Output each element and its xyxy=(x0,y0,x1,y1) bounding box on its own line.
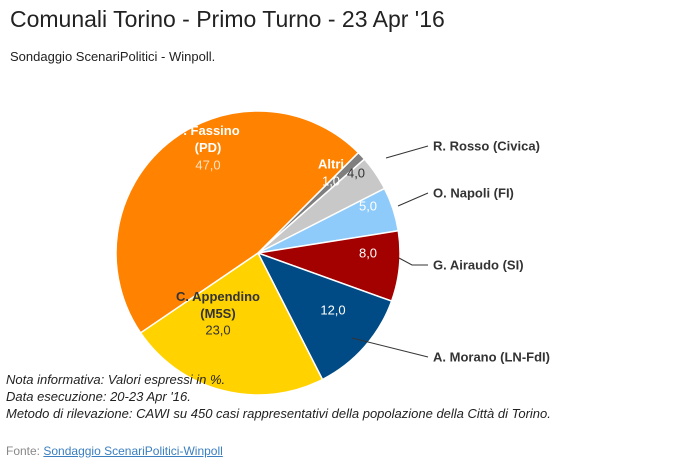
value-label: 1,0 xyxy=(321,173,341,189)
slice-label: O. Napoli (FI) xyxy=(433,185,514,201)
source: Fonte: Sondaggio ScenariPolitici-Winpoll xyxy=(6,444,223,458)
value-label: 23,0 xyxy=(205,322,231,338)
leader-line xyxy=(351,337,429,358)
chart-subtitle: Sondaggio ScenariPolitici - Winpoll. xyxy=(10,49,216,64)
note: Nota informativa: Valori espressi in %. xyxy=(6,372,226,387)
source-prefix: Fonte: xyxy=(6,444,41,458)
value-label: 4,0 xyxy=(346,165,366,181)
slice-label: Altri xyxy=(318,156,344,172)
note: Data esecuzione: 20-23 Apr '16. xyxy=(6,389,191,404)
chart-title: Comunali Torino - Primo Turno - 23 Apr '… xyxy=(10,6,445,32)
note: Metodo di rilevazione: CAWI su 450 casi … xyxy=(6,406,551,421)
leader-line xyxy=(385,145,429,159)
pie-slice xyxy=(139,251,324,396)
source-link[interactable]: Sondaggio ScenariPolitici-Winpoll xyxy=(43,444,223,458)
leader-line xyxy=(397,192,429,207)
value-label: 47,0 xyxy=(195,157,221,173)
pie-slice xyxy=(256,251,393,381)
slice-label: C. Appendino (M5S) xyxy=(175,289,260,321)
value-label: 12,0 xyxy=(320,302,346,318)
leader-line xyxy=(398,257,428,266)
value-label: 8,0 xyxy=(358,245,378,261)
slice-label: A. Morano (LN-FdI) xyxy=(433,349,550,365)
slice-label: R. Rosso (Civica) xyxy=(433,138,540,154)
value-label: 5,0 xyxy=(358,198,378,214)
slice-label: P. Fassino (PD) xyxy=(176,123,240,155)
pie-slice xyxy=(115,110,360,334)
slice-label: G. Airaudo (SI) xyxy=(433,257,524,273)
